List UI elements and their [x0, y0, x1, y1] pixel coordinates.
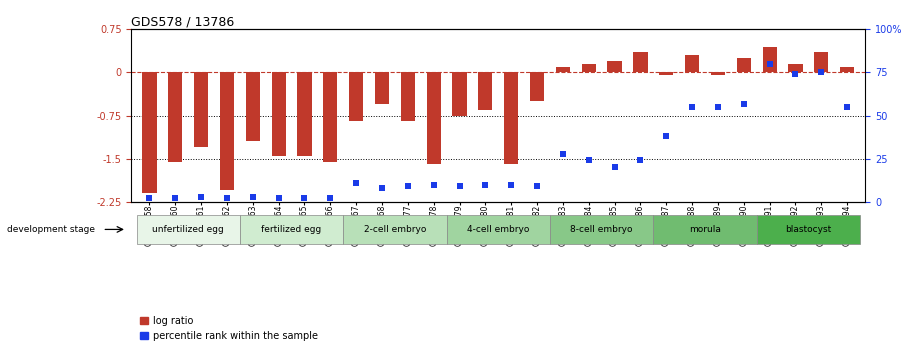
Point	[349, 180, 363, 186]
Text: GDS578 / 13786: GDS578 / 13786	[131, 15, 235, 28]
Bar	[608, 61, 622, 72]
Bar	[297, 72, 312, 156]
Bar	[246, 72, 260, 141]
Bar	[633, 52, 648, 72]
FancyBboxPatch shape	[757, 215, 860, 244]
Bar	[504, 72, 518, 165]
Text: unfertilized egg: unfertilized egg	[152, 225, 224, 234]
Point	[272, 196, 286, 201]
Point	[168, 196, 182, 201]
Bar	[452, 72, 467, 116]
Text: fertilized egg: fertilized egg	[262, 225, 322, 234]
FancyBboxPatch shape	[550, 215, 653, 244]
Bar	[478, 72, 493, 110]
Point	[375, 185, 390, 191]
Bar	[142, 72, 157, 193]
Bar	[220, 72, 234, 190]
Point	[194, 194, 208, 199]
FancyBboxPatch shape	[137, 215, 240, 244]
Text: morula: morula	[689, 225, 721, 234]
Point	[607, 165, 622, 170]
Bar	[375, 72, 389, 104]
Bar	[763, 47, 776, 72]
Point	[400, 184, 415, 189]
Legend: log ratio, percentile rank within the sample: log ratio, percentile rank within the sa…	[136, 312, 322, 345]
Bar	[194, 72, 208, 147]
Bar	[737, 58, 751, 72]
Point	[685, 104, 699, 110]
Point	[710, 104, 725, 110]
Point	[762, 61, 776, 67]
Bar	[323, 72, 337, 161]
Point	[582, 158, 596, 163]
Point	[788, 71, 803, 77]
Text: blastocyst: blastocyst	[786, 225, 832, 234]
Text: development stage: development stage	[7, 225, 95, 234]
Bar	[349, 72, 363, 121]
Bar	[711, 72, 725, 75]
Text: 8-cell embryo: 8-cell embryo	[571, 225, 633, 234]
Point	[555, 151, 570, 156]
Point	[814, 70, 829, 75]
Text: 4-cell embryo: 4-cell embryo	[467, 225, 529, 234]
Point	[659, 134, 673, 139]
FancyBboxPatch shape	[240, 215, 343, 244]
Bar	[660, 72, 673, 75]
Bar	[400, 72, 415, 121]
Text: 2-cell embryo: 2-cell embryo	[363, 225, 426, 234]
Bar	[530, 72, 545, 101]
Bar	[555, 67, 570, 72]
Point	[142, 196, 157, 201]
Point	[840, 104, 854, 110]
Point	[530, 184, 545, 189]
Point	[452, 184, 467, 189]
Point	[323, 196, 338, 201]
Point	[478, 182, 493, 187]
FancyBboxPatch shape	[447, 215, 550, 244]
Point	[427, 182, 441, 187]
Bar	[814, 52, 828, 72]
Bar	[427, 72, 441, 165]
Bar	[582, 64, 596, 72]
Bar	[169, 72, 182, 161]
Point	[504, 182, 518, 187]
Bar	[685, 55, 699, 72]
Point	[737, 101, 751, 106]
FancyBboxPatch shape	[343, 215, 447, 244]
Bar	[840, 67, 854, 72]
Bar	[272, 72, 285, 156]
Point	[633, 158, 648, 163]
Point	[246, 194, 260, 199]
FancyBboxPatch shape	[653, 215, 757, 244]
Bar	[788, 64, 803, 72]
Point	[297, 196, 312, 201]
Point	[220, 196, 235, 201]
